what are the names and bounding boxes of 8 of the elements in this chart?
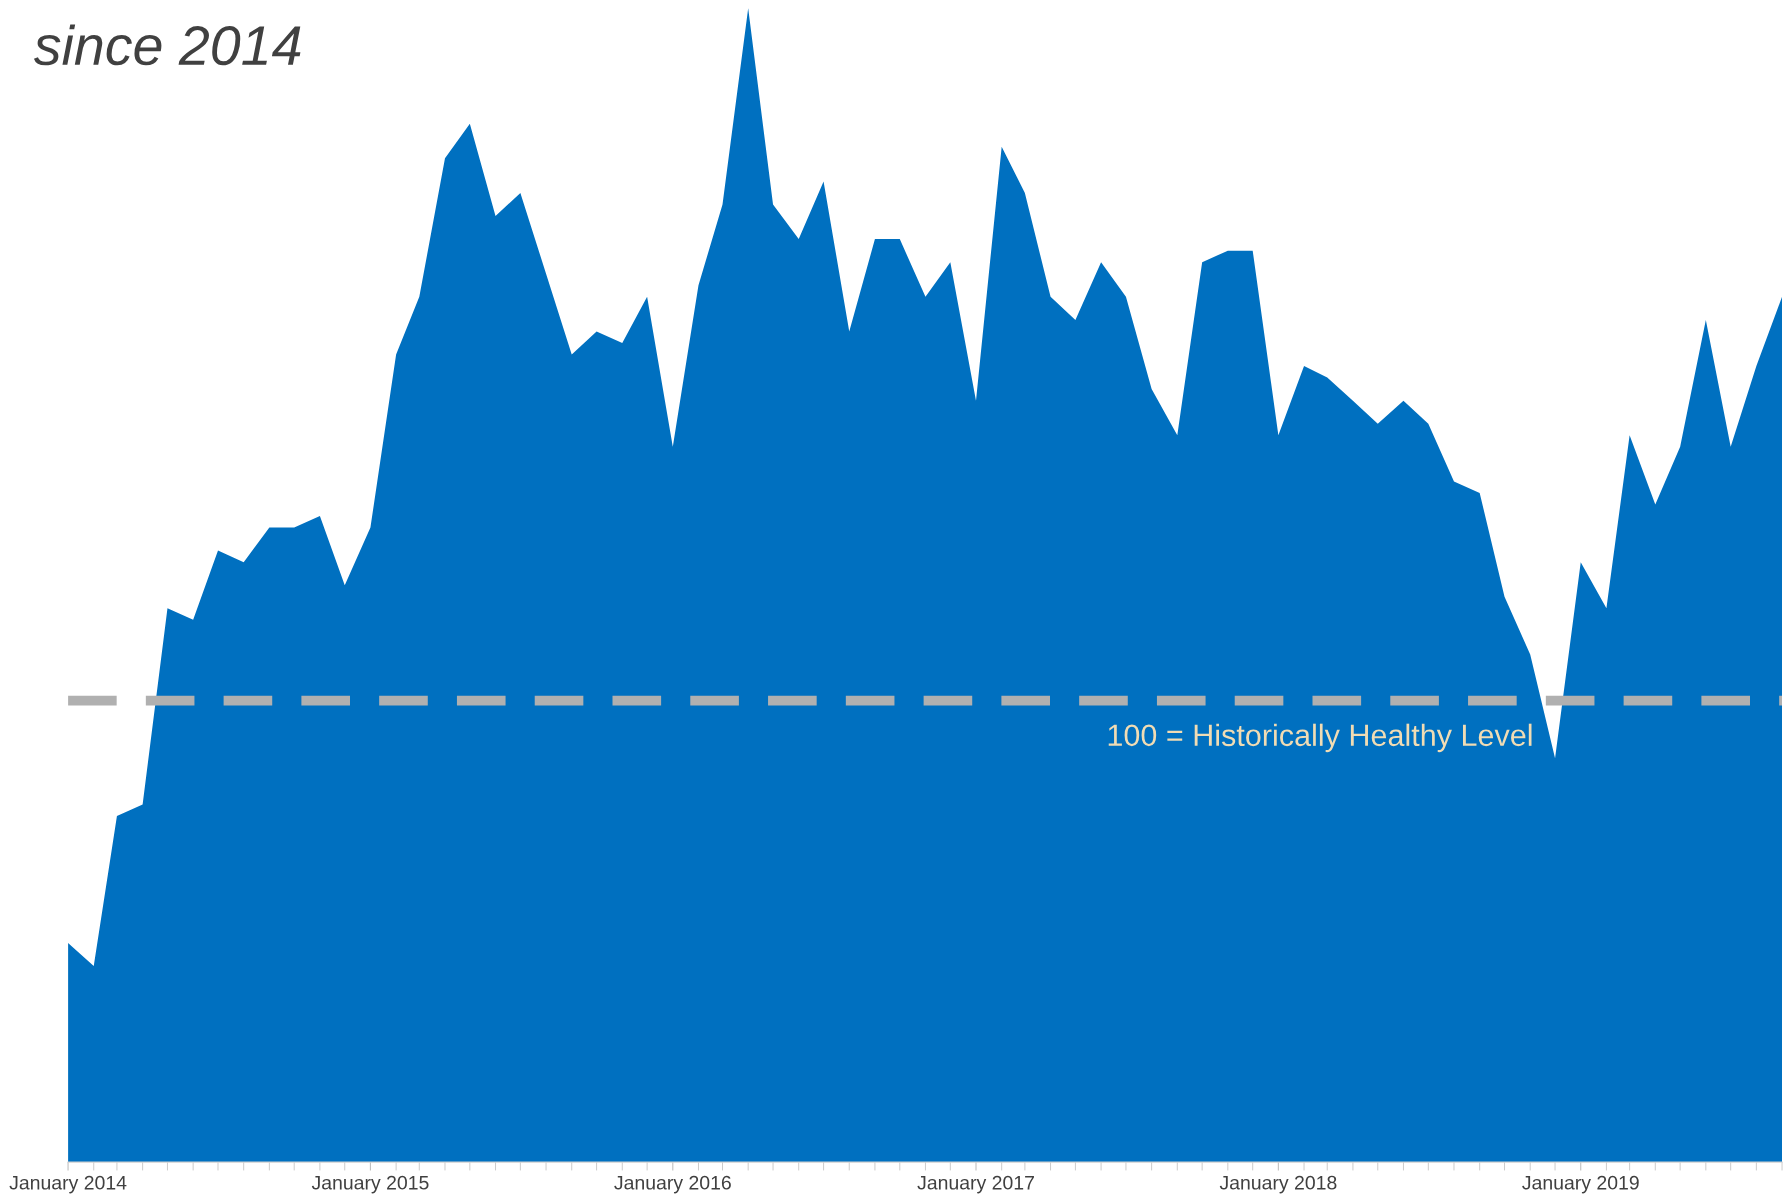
x-tick-label: January 2018 (1219, 1175, 1337, 1194)
x-tick-label: January 2017 (917, 1175, 1034, 1194)
x-tick-label: January 2019 (1522, 1175, 1639, 1194)
ref-line-label: 100 = Historically Healthy Level (1108, 723, 1532, 753)
x-tick-label: January 2014 (9, 1175, 127, 1194)
x-tick-label: January 2015 (311, 1175, 429, 1194)
chart-title: since 2014 (33, 24, 301, 66)
x-tick-label: January 2016 (614, 1175, 731, 1194)
